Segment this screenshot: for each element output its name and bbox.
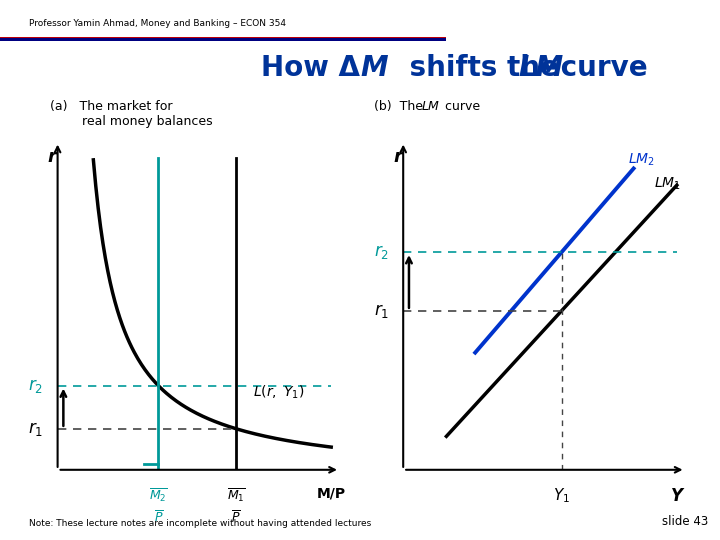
Text: $Y_1$: $Y_1$ <box>553 487 570 505</box>
Text: curve: curve <box>441 100 480 113</box>
Text: M: M <box>360 53 387 82</box>
Text: LM: LM <box>518 53 564 82</box>
Text: Professor Yamin Ahmad, Money and Banking – ECON 354: Professor Yamin Ahmad, Money and Banking… <box>29 19 286 28</box>
Text: (a)   The market for
        real money balances: (a) The market for real money balances <box>50 100 213 128</box>
Text: $\overline{P}$: $\overline{P}$ <box>153 510 163 525</box>
Text: How Δ: How Δ <box>261 53 360 82</box>
Text: r: r <box>393 148 402 166</box>
Text: $\overline{P}$: $\overline{P}$ <box>231 510 241 525</box>
Text: Y: Y <box>671 487 683 504</box>
Text: $\overline{M_2}$: $\overline{M_2}$ <box>149 487 168 504</box>
Text: $LM_2$: $LM_2$ <box>628 152 654 168</box>
Text: $r_2$: $r_2$ <box>374 243 389 261</box>
Text: $L(r,\ Y_1)$: $L(r,\ Y_1)$ <box>253 383 305 401</box>
Text: Note: These lecture notes are incomplete without having attended lectures: Note: These lecture notes are incomplete… <box>29 519 371 528</box>
Text: (b)  The: (b) The <box>374 100 428 113</box>
Text: $\overline{M_1}$: $\overline{M_1}$ <box>227 487 246 504</box>
Text: slide 43: slide 43 <box>662 515 708 528</box>
Text: $LM_1$: $LM_1$ <box>654 176 680 192</box>
Text: M/P: M/P <box>317 487 346 501</box>
Text: r: r <box>48 148 56 166</box>
Text: $r_1$: $r_1$ <box>374 302 389 320</box>
Text: curve: curve <box>551 53 647 82</box>
Text: LM: LM <box>421 100 439 113</box>
Text: shifts the: shifts the <box>400 53 568 82</box>
Text: $r_2$: $r_2$ <box>28 377 43 395</box>
Text: $r_1$: $r_1$ <box>28 420 43 438</box>
